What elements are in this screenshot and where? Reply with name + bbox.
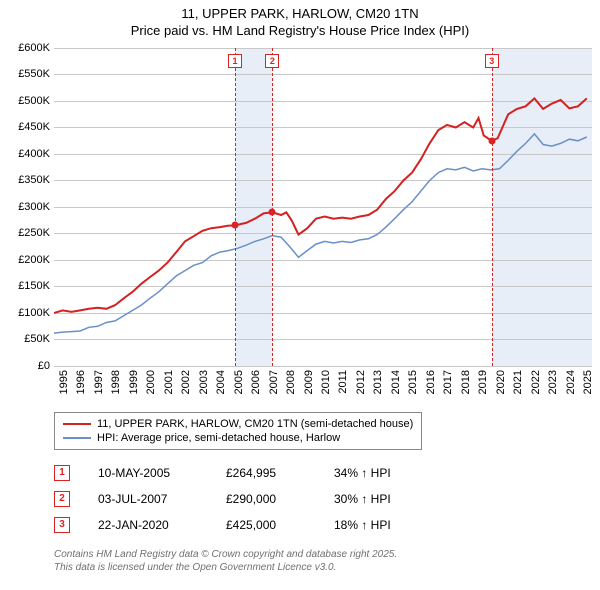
transaction-row-marker: 2 bbox=[54, 491, 70, 507]
transaction-date: 22-JAN-2020 bbox=[98, 518, 198, 532]
transaction-pct: 18% ↑ HPI bbox=[334, 518, 424, 532]
x-tick-label: 2011 bbox=[337, 370, 349, 394]
y-tick-label: £600K bbox=[18, 42, 50, 54]
plot-box: 1 2 3 bbox=[54, 48, 592, 366]
gridline bbox=[54, 366, 592, 367]
series-property bbox=[54, 98, 587, 313]
transaction-point bbox=[231, 222, 238, 229]
y-tick-label: £500K bbox=[18, 95, 50, 107]
transaction-pct: 34% ↑ HPI bbox=[334, 466, 424, 480]
transaction-row-marker: 3 bbox=[54, 517, 70, 533]
x-tick-label: 1997 bbox=[93, 370, 105, 394]
transaction-marker: 2 bbox=[265, 54, 279, 68]
transaction-price: £290,000 bbox=[226, 492, 306, 506]
x-tick-label: 2005 bbox=[233, 370, 245, 394]
y-tick-label: £50K bbox=[24, 333, 50, 345]
transaction-dashline bbox=[235, 48, 236, 366]
x-tick-label: 2009 bbox=[303, 370, 315, 394]
transaction-dashline bbox=[492, 48, 493, 366]
transaction-price: £425,000 bbox=[226, 518, 306, 532]
x-tick-label: 2010 bbox=[320, 370, 332, 394]
legend-row: 11, UPPER PARK, HARLOW, CM20 1TN (semi-d… bbox=[63, 417, 413, 431]
y-tick-label: £550K bbox=[18, 68, 50, 80]
transaction-row-marker: 1 bbox=[54, 465, 70, 481]
y-tick-label: £200K bbox=[18, 254, 50, 266]
x-tick-label: 2020 bbox=[495, 370, 507, 394]
x-tick-label: 2019 bbox=[477, 370, 489, 394]
y-tick-label: £450K bbox=[18, 121, 50, 133]
series-hpi bbox=[54, 134, 587, 333]
transaction-date: 03-JUL-2007 bbox=[98, 492, 198, 506]
y-tick-label: £0 bbox=[38, 360, 50, 372]
x-tick-label: 1995 bbox=[58, 370, 70, 394]
transactions-table: 1 10-MAY-2005 £264,995 34% ↑ HPI 2 03-JUL-200… bbox=[54, 460, 592, 538]
x-tick-label: 2000 bbox=[145, 370, 157, 394]
x-tick-label: 2016 bbox=[425, 370, 437, 394]
x-tick-label: 2001 bbox=[163, 370, 175, 394]
y-axis-labels: £0£50K£100K£150K£200K£250K£300K£350K£400… bbox=[8, 48, 52, 366]
y-tick-label: £400K bbox=[18, 148, 50, 160]
chart-title-2: Price paid vs. HM Land Registry's House … bbox=[8, 23, 592, 40]
legend: 11, UPPER PARK, HARLOW, CM20 1TN (semi-d… bbox=[54, 412, 422, 450]
footer: Contains HM Land Registry data © Crown c… bbox=[54, 548, 592, 574]
chart-svg bbox=[54, 48, 592, 366]
x-tick-label: 2004 bbox=[215, 370, 227, 394]
transaction-marker: 1 bbox=[228, 54, 242, 68]
x-tick-label: 1996 bbox=[75, 370, 87, 394]
transaction-pct: 30% ↑ HPI bbox=[334, 492, 424, 506]
transaction-point bbox=[269, 209, 276, 216]
y-tick-label: £350K bbox=[18, 174, 50, 186]
y-tick-label: £100K bbox=[18, 307, 50, 319]
x-tick-label: 2015 bbox=[407, 370, 419, 394]
y-tick-label: £150K bbox=[18, 280, 50, 292]
chart-area: £0 £50K £100K £150K £200K £250K £300K £350K £400… bbox=[8, 48, 592, 408]
x-tick-label: 2012 bbox=[355, 370, 367, 394]
x-tick-label: 2008 bbox=[285, 370, 297, 394]
x-tick-label: 2023 bbox=[547, 370, 559, 394]
chart-container: 11, UPPER PARK, HARLOW, CM20 1TN Price p… bbox=[0, 0, 600, 582]
transaction-row: 1 10-MAY-2005 £264,995 34% ↑ HPI bbox=[54, 460, 592, 486]
transaction-price: £264,995 bbox=[226, 466, 306, 480]
transaction-row: 2 03-JUL-2007 £290,000 30% ↑ HPI bbox=[54, 486, 592, 512]
legend-label: HPI: Average price, semi-detached house,… bbox=[97, 432, 340, 444]
legend-row: HPI: Average price, semi-detached house,… bbox=[63, 431, 413, 445]
legend-swatch bbox=[63, 437, 91, 439]
transaction-date: 10-MAY-2005 bbox=[98, 466, 198, 480]
x-tick-label: 1999 bbox=[128, 370, 140, 394]
footer-line-1: Contains HM Land Registry data © Crown c… bbox=[54, 548, 592, 561]
y-tick-label: £300K bbox=[18, 201, 50, 213]
x-tick-label: 2025 bbox=[582, 370, 594, 394]
x-tick-label: 2021 bbox=[512, 370, 524, 394]
footer-line-2: This data is licensed under the Open Gov… bbox=[54, 561, 592, 574]
x-tick-label: 2013 bbox=[372, 370, 384, 394]
legend-label: 11, UPPER PARK, HARLOW, CM20 1TN (semi-d… bbox=[97, 418, 413, 430]
transaction-dashline bbox=[272, 48, 273, 366]
legend-swatch bbox=[63, 423, 91, 425]
transaction-point bbox=[488, 137, 495, 144]
x-tick-label: 1998 bbox=[110, 370, 122, 394]
x-tick-label: 2022 bbox=[530, 370, 542, 394]
chart-title-1: 11, UPPER PARK, HARLOW, CM20 1TN bbox=[8, 6, 592, 23]
x-tick-label: 2007 bbox=[268, 370, 280, 394]
x-tick-label: 2006 bbox=[250, 370, 262, 394]
x-tick-label: 2024 bbox=[565, 370, 577, 394]
x-tick-label: 2002 bbox=[180, 370, 192, 394]
y-tick-label: £250K bbox=[18, 227, 50, 239]
x-tick-label: 2014 bbox=[390, 370, 402, 394]
transaction-row: 3 22-JAN-2020 £425,000 18% ↑ HPI bbox=[54, 512, 592, 538]
transaction-marker: 3 bbox=[485, 54, 499, 68]
x-axis-labels: 1995 1996 1997 1998 1999 2000 2001 2002 2003 2004… bbox=[54, 368, 592, 408]
x-tick-label: 2017 bbox=[442, 370, 454, 394]
x-tick-label: 2018 bbox=[460, 370, 472, 394]
x-tick-label: 2003 bbox=[198, 370, 210, 394]
